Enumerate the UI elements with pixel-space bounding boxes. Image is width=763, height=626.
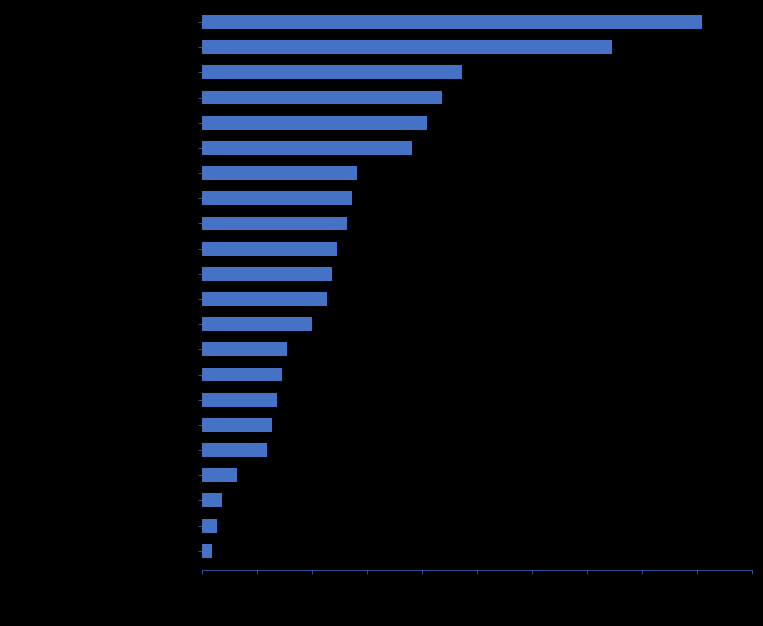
Bar [202, 15, 702, 29]
Bar [202, 393, 277, 407]
Bar [202, 367, 282, 381]
Bar [202, 141, 412, 155]
Bar [202, 544, 212, 558]
Bar [202, 317, 312, 331]
Bar [202, 468, 237, 482]
Bar [202, 418, 272, 432]
Bar [202, 40, 612, 54]
Bar [202, 66, 462, 80]
Bar [202, 217, 347, 230]
Bar [202, 342, 287, 356]
Bar [202, 242, 337, 255]
Bar [202, 493, 222, 507]
Bar [202, 292, 327, 306]
Bar [202, 192, 352, 205]
Bar [202, 519, 217, 533]
Bar [202, 443, 267, 457]
Bar [202, 91, 442, 105]
Bar [202, 267, 332, 280]
Bar [202, 116, 427, 130]
Bar [202, 166, 357, 180]
